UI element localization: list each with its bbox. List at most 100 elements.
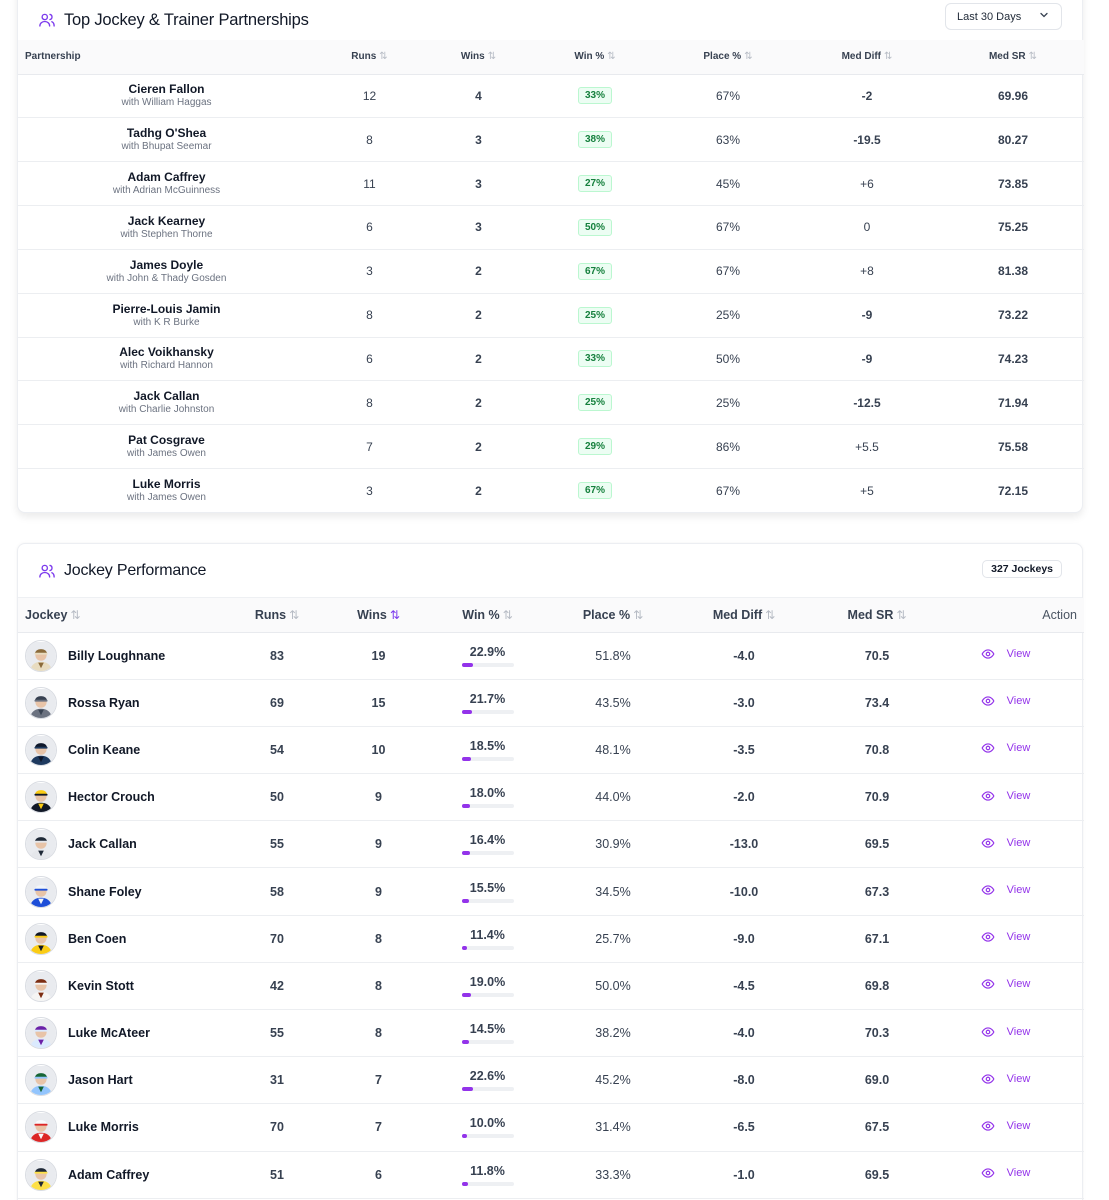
partnership-row[interactable]: Luke Morris with James Owen 3 2 67% 67% +5 72.1…: [18, 469, 1084, 513]
col-place-pct[interactable]: Place % ⇅: [664, 40, 792, 75]
jockey-row[interactable]: Luke Morris 70 7 10.0% 31.4% -6.5 67.5 View: [18, 1103, 1084, 1152]
action-cell: View: [943, 962, 1084, 1011]
period-select-value: Last 30 Days: [957, 10, 1022, 23]
col-med-sr[interactable]: Med SR ⇅: [942, 40, 1084, 75]
jockey-name[interactable]: Shane Foley: [68, 884, 142, 899]
col-runs[interactable]: Runs ⇅: [308, 40, 431, 75]
win-pct-value: 15.5%: [469, 880, 506, 895]
view-button[interactable]: View: [981, 836, 1047, 850]
partnership-row[interactable]: Jack Kearney with Stephen Thorne 6 3 50% 67% 0…: [18, 205, 1084, 250]
view-button[interactable]: View: [981, 1072, 1047, 1086]
med-sr-cell: 75.58: [942, 424, 1084, 470]
med-sr-cell: 69.8: [811, 962, 943, 1011]
runs-cell: 58: [223, 867, 331, 916]
action-cell: View: [943, 726, 1084, 775]
jockey-row[interactable]: Hector Crouch 50 9 18.0% 44.0% -2.0 70.9 View: [18, 773, 1084, 822]
view-button[interactable]: View: [981, 1166, 1047, 1180]
col-med-diff[interactable]: Med Diff ⇅: [792, 40, 942, 75]
wins-cell: 6: [331, 1151, 426, 1199]
view-label: View: [1006, 931, 1031, 944]
partnership-row[interactable]: Alec Voikhansky with Richard Hannon 6 2 33% 5…: [18, 337, 1084, 382]
col-wins[interactable]: Wins ⇅: [331, 598, 426, 633]
jockey-name[interactable]: Luke McAteer: [68, 1026, 150, 1041]
partnerships-header: Top Jockey & Trainer Partnerships Last 3…: [18, 0, 1082, 40]
partnership-row[interactable]: Cieren Fallon with William Haggas 12 4 33% 67…: [18, 74, 1084, 119]
jockey-row[interactable]: Jason Hart 31 7 22.6% 45.2% -8.0 69.0 View: [18, 1056, 1084, 1105]
runs-cell: 50: [223, 773, 331, 822]
med-sr-cell: 74.23: [942, 337, 1084, 382]
jockey-name[interactable]: Billy Loughnane: [68, 648, 166, 663]
place-pct-cell: 34.5%: [549, 867, 677, 916]
runs-cell: 12: [308, 74, 431, 119]
jockey-name[interactable]: Rossa Ryan: [68, 695, 140, 710]
jockey-row[interactable]: Colin Keane 54 10 18.5% 48.1% -3.5 70.8 View: [18, 726, 1084, 775]
col-win-pct[interactable]: Win % ⇅: [426, 598, 549, 633]
jockey-row[interactable]: Jack Callan 55 9 16.4% 30.9% -13.0 69.5 View: [18, 820, 1084, 869]
med-diff-cell: -3.5: [677, 726, 811, 775]
trainer-name: with William Haggas: [121, 97, 212, 109]
jockey-row[interactable]: Rossa Ryan 69 15 21.7% 43.5% -3.0 73.4 View: [18, 679, 1084, 727]
partnership-row[interactable]: James Doyle with John & Thady Gosden 3 2 67%…: [18, 249, 1084, 294]
avatar: [25, 1111, 57, 1144]
view-button[interactable]: View: [981, 930, 1047, 944]
jockey-row[interactable]: Ben Coen 70 8 11.4% 25.7% -9.0 67.1 View: [18, 915, 1084, 963]
partnership-row[interactable]: Adam Caffrey with Adrian McGuinness 11 3 27%…: [18, 161, 1084, 207]
view-button[interactable]: View: [981, 647, 1047, 661]
jockey-name[interactable]: Hector Crouch: [68, 790, 155, 805]
col-place-pct[interactable]: Place % ⇅: [549, 598, 677, 633]
jockey-name[interactable]: Jason Hart: [68, 1073, 133, 1088]
col-wins[interactable]: Wins ⇅: [431, 40, 526, 75]
win-pct-cell: 18.5%: [426, 726, 549, 775]
col-win-pct[interactable]: Win % ⇅: [526, 40, 664, 75]
period-select[interactable]: Last 30 Days: [945, 3, 1062, 30]
view-button[interactable]: View: [981, 977, 1047, 991]
jockey-row[interactable]: Billy Loughnane 83 19 22.9% 51.8% -4.0 70.5 Vie…: [18, 632, 1084, 680]
jockey-name[interactable]: Ben Coen: [68, 931, 127, 946]
col-med-sr[interactable]: Med SR ⇅: [811, 598, 943, 633]
view-button[interactable]: View: [981, 694, 1047, 708]
win-pct-value: 11.4%: [470, 927, 505, 942]
trainer-name: with Charlie Johnston: [118, 404, 215, 416]
win-pct-bar: [461, 945, 514, 950]
jockey-name[interactable]: Jack Callan: [68, 837, 137, 852]
view-button[interactable]: View: [981, 1119, 1047, 1133]
jockey-name[interactable]: Luke Morris: [68, 1120, 139, 1135]
win-pct-cell: 21.7%: [426, 679, 549, 727]
win-pct-bar: [461, 851, 514, 856]
action-cell: View: [943, 679, 1084, 727]
view-button[interactable]: View: [981, 1025, 1047, 1039]
partnership-row[interactable]: Tadhg O'Shea with Bhupat Seemar 8 3 38% 63% -1…: [18, 117, 1084, 163]
win-pct-value: 22.9%: [469, 644, 506, 659]
view-button[interactable]: View: [981, 883, 1047, 897]
view-button[interactable]: View: [981, 789, 1047, 803]
col-partnership: Partnership: [18, 40, 308, 75]
jockey-name[interactable]: Kevin Stott: [68, 978, 134, 993]
win-pct-value: 18.0%: [469, 786, 506, 801]
partnership-row[interactable]: Pierre-Louis Jamin with K R Burke 8 2 25% 25%…: [18, 293, 1084, 338]
med-sr-cell: 69.0: [811, 1056, 943, 1105]
med-sr-cell: 80.27: [942, 117, 1084, 163]
col-med-diff[interactable]: Med Diff ⇅: [677, 598, 811, 633]
jockey-name[interactable]: Colin Keane: [68, 742, 141, 757]
col-runs[interactable]: Runs ⇅: [223, 598, 331, 633]
avatar: [25, 1017, 57, 1050]
jockey-row[interactable]: Kevin Stott 42 8 19.0% 50.0% -4.5 69.8 View: [18, 962, 1084, 1011]
partnerships-card: Top Jockey & Trainer Partnerships Last 3…: [17, 0, 1084, 513]
jockey-row[interactable]: Shane Foley 58 9 15.5% 34.5% -10.0 67.3 View: [18, 867, 1084, 916]
win-pct-cell: 11.4%: [426, 915, 549, 963]
eye-icon: [981, 789, 1007, 803]
runs-cell: 70: [223, 1103, 331, 1152]
jockey-name: Luke Morris: [132, 477, 201, 492]
jockey-row[interactable]: Luke McAteer 55 8 14.5% 38.2% -4.0 70.3 View: [18, 1009, 1084, 1058]
jockey-name[interactable]: Adam Caffrey: [68, 1167, 150, 1182]
col-jockey[interactable]: Jockey ⇅: [18, 598, 223, 633]
med-sr-cell: 73.4: [811, 679, 943, 727]
view-button[interactable]: View: [981, 741, 1047, 755]
jockey-name: Tadhg O'Shea: [126, 126, 207, 141]
partnerships-table: Partnership Runs ⇅ Wins ⇅ Win % ⇅ Place % ⇅ …: [18, 40, 1084, 512]
partnership-row[interactable]: Jack Callan with Charlie Johnston 8 2 25% 25%…: [18, 380, 1084, 426]
med-diff-cell: -9.0: [677, 915, 811, 963]
partnership-row[interactable]: Pat Cosgrave with James Owen 7 2 29% 86% +5.5 7…: [18, 424, 1084, 470]
jockey-row[interactable]: Adam Caffrey 51 6 11.8% 33.3% -1.0 69.5 View: [18, 1151, 1084, 1199]
place-pct-cell: 86%: [664, 424, 792, 470]
